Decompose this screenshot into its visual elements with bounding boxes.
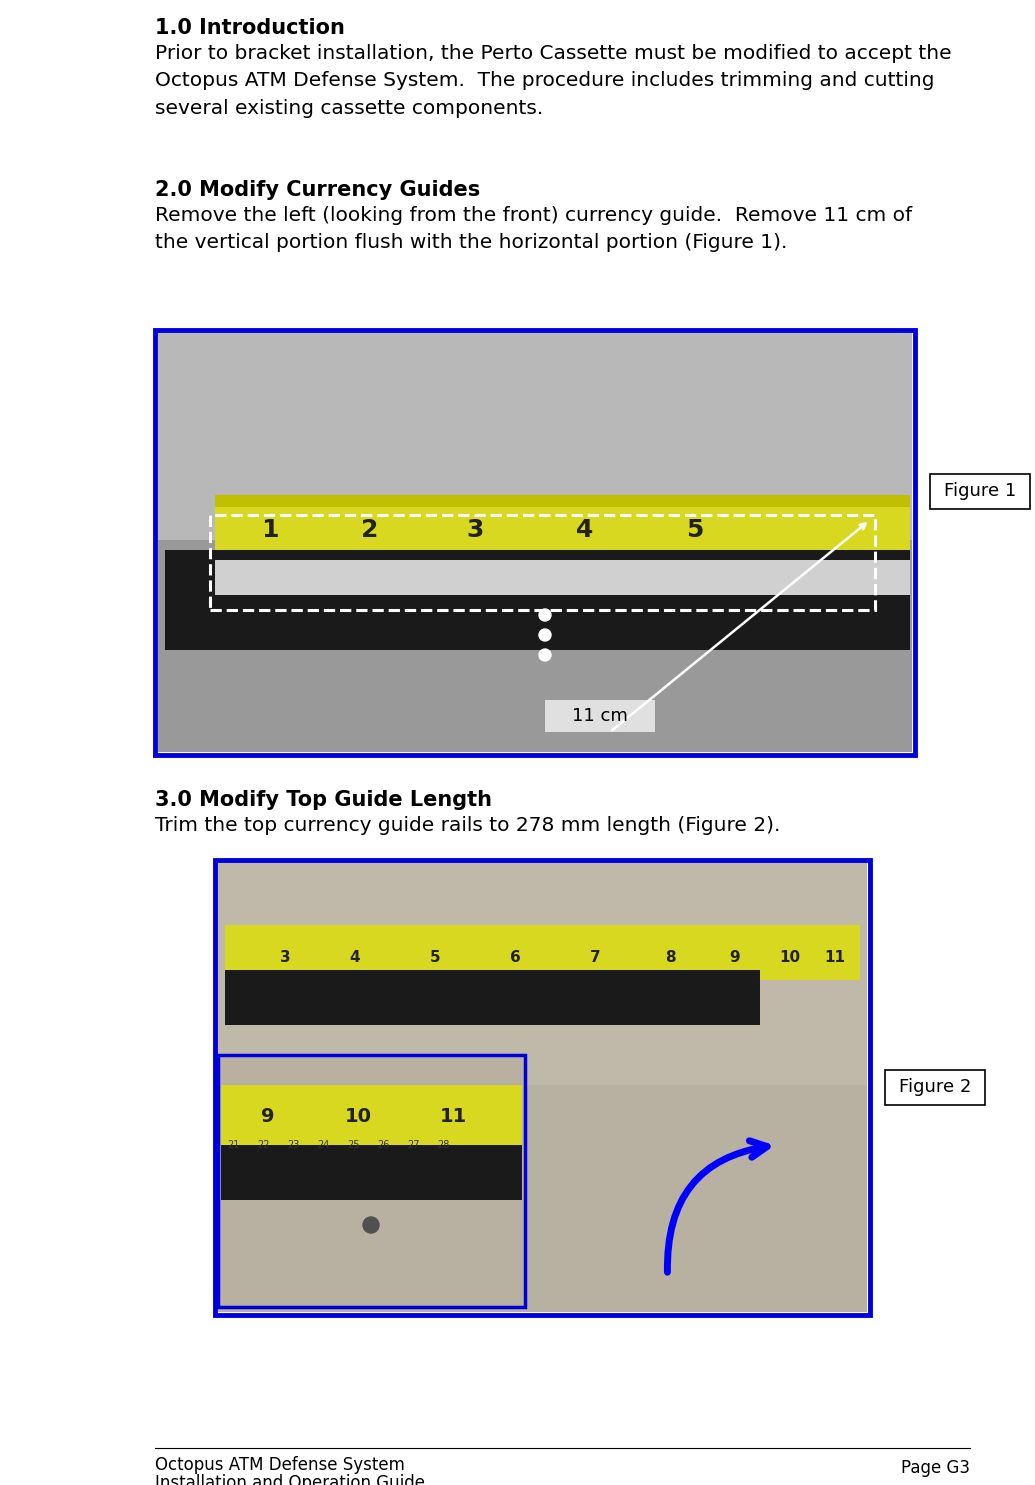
Bar (885, 1071, 985, 1105)
Text: 2.0 Modify Currency Guides: 2.0 Modify Currency Guides (155, 180, 480, 200)
Text: Page G3: Page G3 (901, 1458, 970, 1478)
Bar (218, 1054, 525, 1307)
Bar (218, 1054, 525, 1307)
Text: 21: 21 (227, 1140, 239, 1149)
Bar (221, 1145, 522, 1200)
Bar (215, 495, 910, 506)
Text: 24: 24 (317, 1140, 329, 1149)
Text: 7: 7 (590, 949, 600, 964)
Text: 5: 5 (430, 949, 440, 964)
Bar (225, 970, 760, 1025)
Text: 2: 2 (361, 518, 379, 542)
Text: Figure 1: Figure 1 (944, 483, 1016, 500)
Text: 27: 27 (407, 1140, 419, 1149)
Text: Octopus ATM Defense System: Octopus ATM Defense System (155, 1455, 405, 1475)
Text: Installation and Operation Guide: Installation and Operation Guide (155, 1475, 425, 1485)
Text: 5: 5 (686, 518, 704, 542)
Text: 4: 4 (576, 518, 594, 542)
Text: Trim the top currency guide rails to 278 mm length (Figure 2).: Trim the top currency guide rails to 278… (155, 815, 780, 835)
Text: 1: 1 (261, 518, 278, 542)
Text: 1.0 Introduction: 1.0 Introduction (155, 18, 345, 39)
Text: Remove the left (looking from the front) currency guide.  Remove 11 cm of
the ve: Remove the left (looking from the front)… (155, 206, 912, 252)
Text: 3: 3 (467, 518, 483, 542)
Circle shape (539, 609, 551, 621)
Circle shape (363, 1218, 379, 1233)
Text: 25: 25 (347, 1140, 359, 1149)
Text: 4: 4 (350, 949, 360, 964)
Bar (215, 560, 910, 595)
Text: 26: 26 (377, 1140, 389, 1149)
Text: 9: 9 (730, 949, 740, 964)
Text: 11: 11 (440, 1108, 467, 1127)
Text: 8: 8 (664, 949, 675, 964)
Bar (930, 474, 1030, 509)
Text: 9: 9 (261, 1108, 274, 1127)
Text: 23: 23 (287, 1140, 299, 1149)
Text: 10: 10 (345, 1108, 372, 1127)
Text: 11 cm: 11 cm (572, 707, 628, 725)
Text: 28: 28 (437, 1140, 449, 1149)
Bar (158, 541, 912, 751)
Circle shape (539, 630, 551, 642)
Text: 11: 11 (825, 949, 846, 964)
Text: Figure 2: Figure 2 (898, 1078, 971, 1096)
Text: Prior to bracket installation, the Perto Cassette must be modified to accept the: Prior to bracket installation, the Perto… (155, 45, 951, 117)
Bar (158, 333, 912, 542)
Text: 3.0 Modify Top Guide Length: 3.0 Modify Top Guide Length (155, 790, 492, 809)
Text: 22: 22 (257, 1140, 269, 1149)
Text: 3: 3 (279, 949, 290, 964)
Bar (218, 860, 867, 1087)
Bar (155, 330, 915, 754)
Bar (218, 1086, 867, 1313)
Bar (215, 860, 870, 1316)
Bar (545, 699, 655, 732)
Bar (225, 925, 860, 980)
Bar (221, 1086, 522, 1145)
Bar (210, 515, 875, 610)
Text: 10: 10 (779, 949, 800, 964)
Circle shape (539, 649, 551, 661)
Bar (165, 549, 910, 650)
Text: 6: 6 (509, 949, 521, 964)
Bar (215, 495, 910, 564)
